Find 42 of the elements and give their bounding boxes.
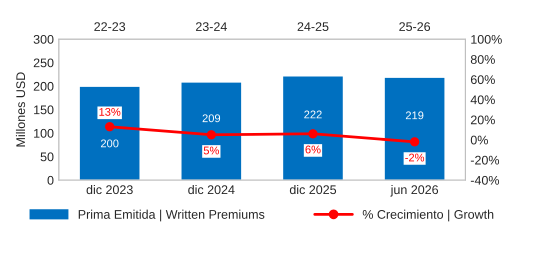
y2-tick-label: 100% <box>471 34 502 44</box>
text: 23-24 <box>196 22 227 32</box>
legend-label: Prima Emitida | Written Premiums <box>78 210 264 222</box>
y-tick-label: 100 <box>34 128 54 138</box>
y2-tick-label: -40% <box>470 176 500 185</box>
point <box>308 129 318 138</box>
legend-label: % Crecimiento | Growth <box>362 210 494 222</box>
text: 22-23 <box>94 22 126 32</box>
y-tick-label: 200 <box>34 82 54 91</box>
x-tick-label: dic 2024 <box>188 184 235 194</box>
bar <box>78 85 141 180</box>
y-axis-title: Millones USD <box>16 72 26 146</box>
point <box>206 130 216 140</box>
y2-tick-label: -20% <box>470 156 500 165</box>
x-tick-label: dic 2025 <box>290 184 336 194</box>
data-label: 200 <box>100 140 119 148</box>
data-label: 13% <box>99 108 120 116</box>
data-label: 5% <box>204 146 219 154</box>
y-tick-label: 0 <box>48 176 54 185</box>
y2-tick-label: 80% <box>470 55 495 64</box>
data-label: 209 <box>202 114 220 122</box>
y-tick-label: 150 <box>34 105 54 114</box>
x-tick-label: dic 2023 <box>86 184 133 194</box>
data-label: 219 <box>406 111 424 120</box>
x-tick-label: jun 2026 <box>390 184 438 197</box>
data-label: 222 <box>304 110 322 118</box>
y2-tick-label: 40% <box>470 95 495 104</box>
text: 24-25 <box>298 22 328 32</box>
text: 25-26 <box>399 22 430 32</box>
y-tick-label: 250 <box>34 58 54 68</box>
data-label: 6% <box>306 146 321 154</box>
bar <box>180 81 243 180</box>
bar <box>383 76 446 180</box>
point <box>104 122 114 132</box>
bar <box>282 75 344 180</box>
y2-tick-label: 20% <box>470 115 495 124</box>
y-tick-label: 50 <box>40 152 54 162</box>
y2-tick-label: 0% <box>470 136 488 144</box>
y-tick-label: 300 <box>34 34 54 44</box>
data-label: -2% <box>405 154 424 162</box>
point <box>410 137 420 147</box>
y2-tick-label: 60% <box>470 75 495 84</box>
